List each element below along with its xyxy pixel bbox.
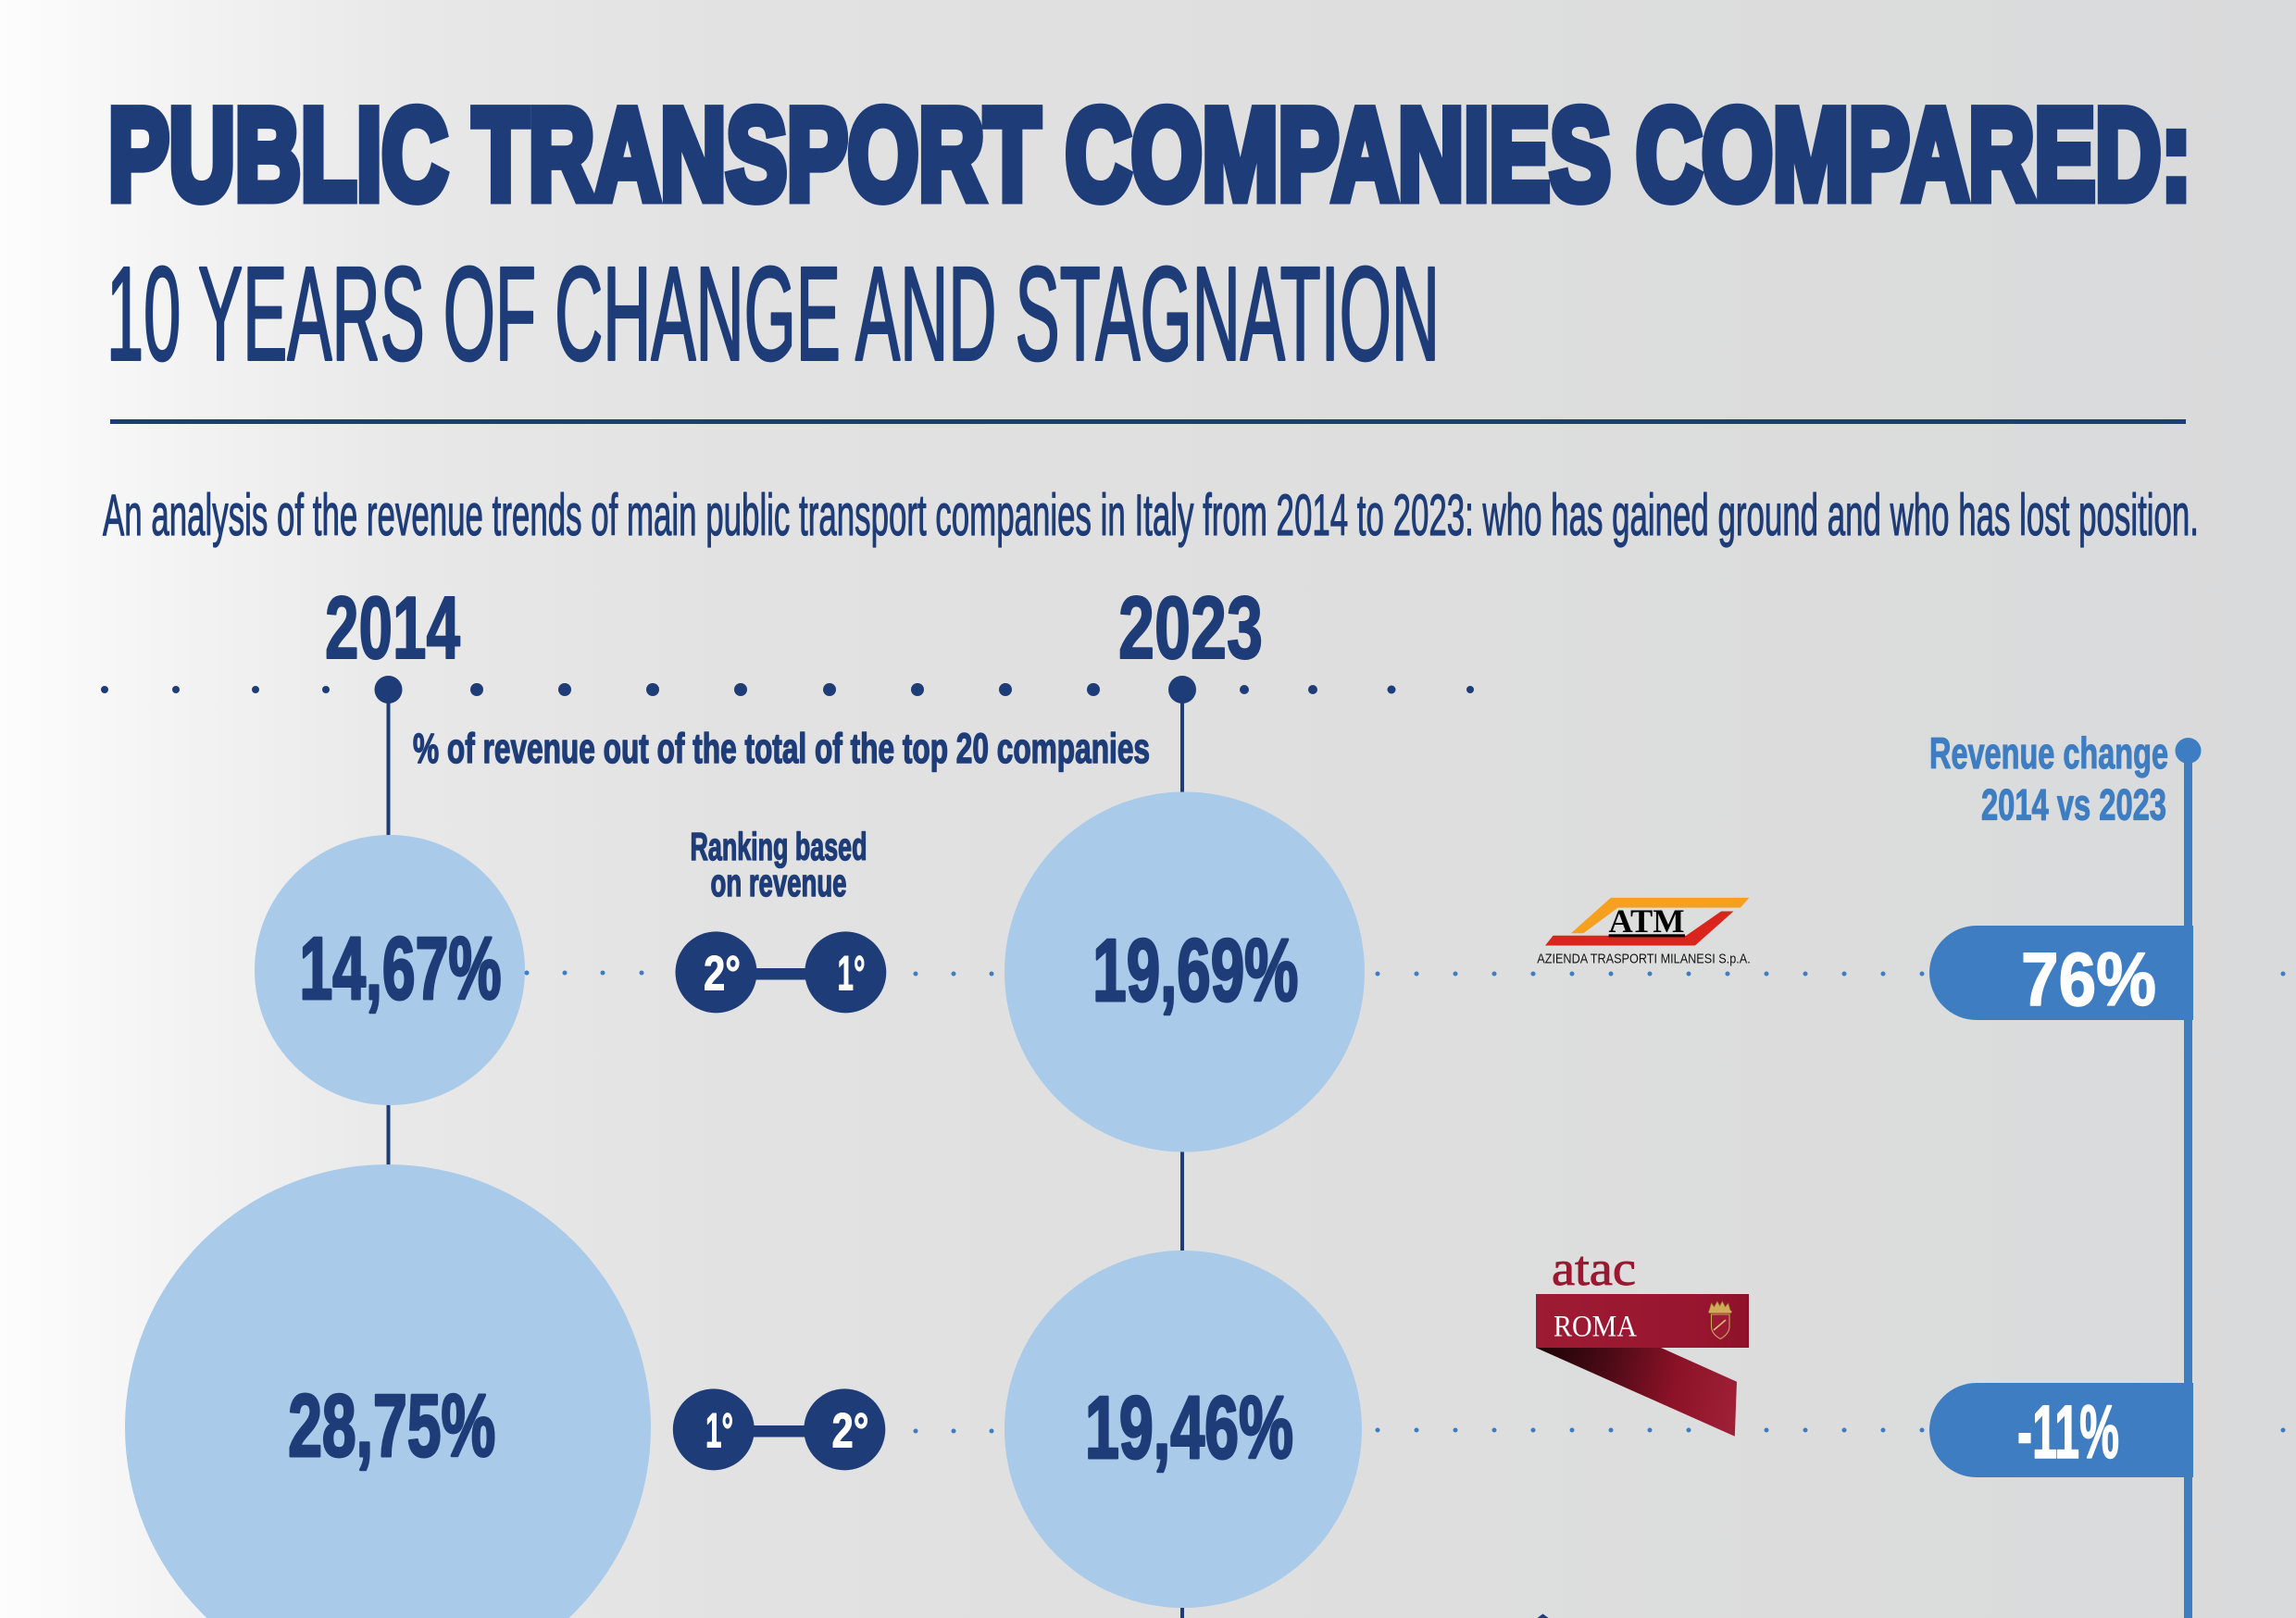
svg-text:14,67%: 14,67% — [300, 919, 502, 1018]
svg-text:Ranking based: Ranking based — [691, 825, 867, 868]
svg-text:2023: 2023 — [1118, 579, 1263, 678]
svg-text:-11%: -11% — [2017, 1390, 2119, 1475]
svg-text:2°: 2° — [704, 947, 741, 1002]
svg-text:% of revenue out of the total: % of revenue out of the total of the top… — [413, 725, 1150, 772]
svg-text:ROMA: ROMA — [1554, 1311, 1637, 1344]
svg-text:An analysis of the revenue tre: An analysis of the revenue trends of mai… — [103, 483, 2199, 548]
svg-text:10 YEARS OF CHANGE AND STAGNAT: 10 YEARS OF CHANGE AND STAGNATION — [106, 240, 1440, 389]
svg-text:2014 vs 2023: 2014 vs 2023 — [1981, 780, 2166, 829]
svg-text:1°: 1° — [705, 1404, 733, 1459]
svg-text:19,69%: 19,69% — [1092, 921, 1298, 1020]
svg-text:28,75%: 28,75% — [288, 1376, 495, 1475]
svg-text:76%: 76% — [2021, 938, 2156, 1022]
svg-text:19,46%: 19,46% — [1085, 1378, 1293, 1477]
svg-text:Revenue change: Revenue change — [1929, 729, 2168, 778]
svg-text:PUBLIC TRANSPORT COMPANIES COM: PUBLIC TRANSPORT COMPANIES COMPARED: — [108, 81, 2191, 227]
svg-text:AZIENDA TRASPORTI MILANESI S.p: AZIENDA TRASPORTI MILANESI S.p.A. — [1537, 952, 1751, 967]
svg-text:2°: 2° — [832, 1404, 869, 1459]
svg-text:2014: 2014 — [325, 579, 460, 678]
svg-text:ATM: ATM — [1609, 902, 1685, 940]
svg-text:atac: atac — [1552, 1242, 1636, 1296]
svg-text:on revenue: on revenue — [711, 861, 847, 904]
svg-text:1°: 1° — [838, 947, 866, 1002]
